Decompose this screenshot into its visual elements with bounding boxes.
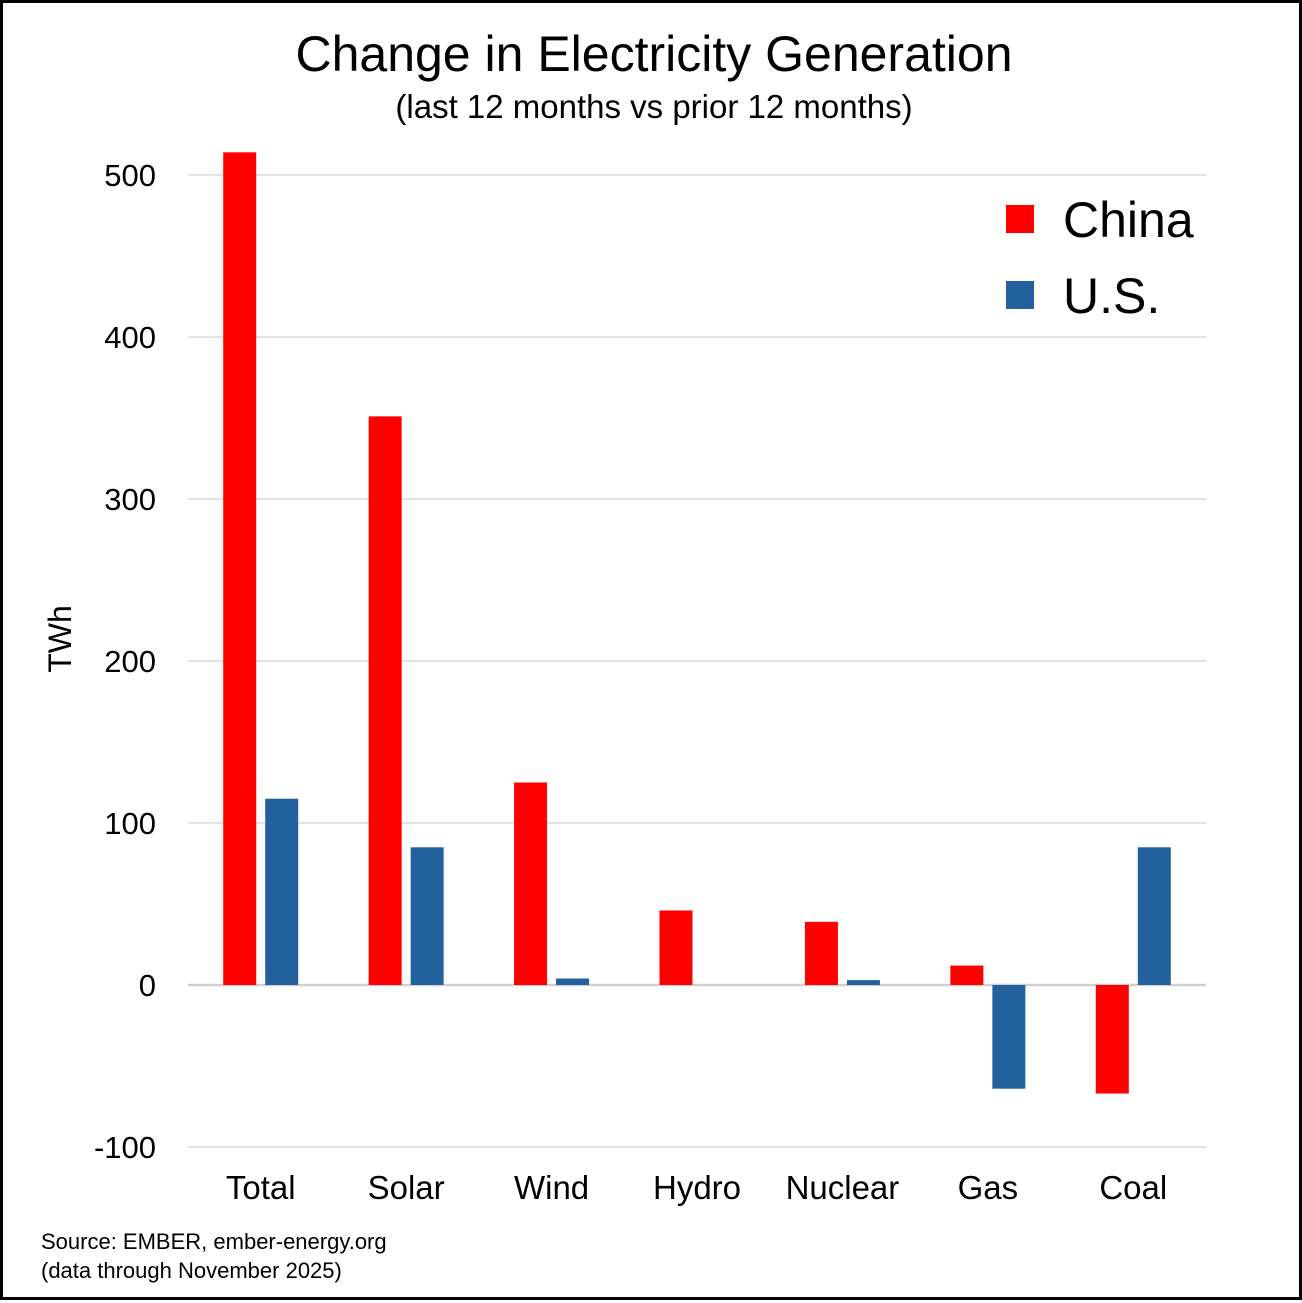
legend-label: China <box>1063 192 1194 248</box>
bar-china-gas <box>950 965 984 985</box>
bar-us-solar <box>410 847 444 985</box>
bar-us-coal <box>1137 847 1171 985</box>
bar-chart: Change in Electricity Generation (last 1… <box>41 26 1206 1283</box>
bar-china-solar <box>368 416 402 985</box>
y-tick-label: 100 <box>104 806 156 841</box>
x-tick-label: Coal <box>1099 1169 1167 1206</box>
bar-us-gas <box>992 985 1026 1089</box>
y-axis-label: TWh <box>42 605 78 673</box>
legend: China U.S. <box>1006 192 1194 324</box>
bar-china-wind <box>514 782 548 985</box>
legend-swatch <box>1006 281 1034 309</box>
legend-swatch <box>1006 205 1034 233</box>
y-tick-label: 300 <box>104 482 156 517</box>
bar-us-total <box>265 798 299 985</box>
bar-china-total <box>223 152 257 985</box>
bar-us-wind <box>556 978 590 985</box>
chart-subtitle: (last 12 months vs prior 12 months) <box>395 88 912 125</box>
legend-label: U.S. <box>1063 268 1160 324</box>
x-tick-label: Hydro <box>653 1169 741 1206</box>
y-tick-label: 200 <box>104 644 156 679</box>
y-tick-label: -100 <box>94 1130 156 1165</box>
x-tick-label: Nuclear <box>786 1169 900 1206</box>
data-note: (data through November 2025) <box>41 1258 342 1283</box>
source-text: Source: EMBER, ember-energy.org <box>41 1229 387 1254</box>
y-tick-label: 0 <box>139 968 156 1003</box>
x-tick-label: Wind <box>514 1169 589 1206</box>
bar-china-nuclear <box>804 921 838 985</box>
bar-us-nuclear <box>846 980 880 985</box>
bar-china-hydro <box>659 910 693 985</box>
y-tick-label: 400 <box>104 320 156 355</box>
chart-title: Change in Electricity Generation <box>295 26 1012 82</box>
x-tick-label: Total <box>226 1169 296 1206</box>
y-tick-label: 500 <box>104 158 156 193</box>
bar-china-coal <box>1095 985 1129 1094</box>
x-tick-label: Gas <box>958 1169 1019 1206</box>
x-tick-label: Solar <box>368 1169 445 1206</box>
